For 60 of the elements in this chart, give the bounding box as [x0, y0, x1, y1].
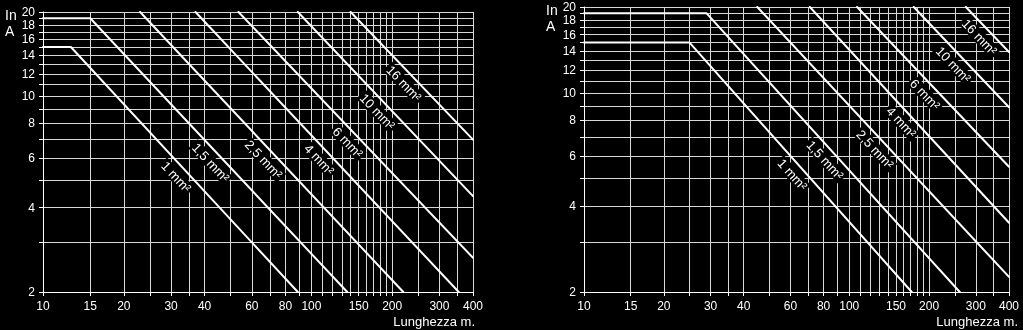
text: 1,5 mm² [188, 140, 233, 186]
y-axis-title: In A [546, 2, 558, 34]
x-tick-label: 80 [816, 299, 831, 313]
y-tick-label: 4 [569, 199, 577, 214]
x-tick-label: 15 [624, 299, 638, 313]
y-tick-label: 14 [21, 48, 36, 63]
x-axis-title: Lunghezza m. [936, 314, 1019, 329]
y-tick-label: 6 [28, 151, 36, 166]
x-tick-label: 40 [737, 299, 751, 313]
x-tick-label: 30 [703, 299, 718, 313]
y-tick-label: 10 [21, 89, 36, 104]
x-tick-label: 300 [965, 299, 987, 313]
text: 2,5 mm² [853, 126, 898, 173]
x-tick-label: 60 [783, 299, 798, 313]
y-tick-label: 14 [562, 44, 577, 59]
x-tick-label: 20 [117, 299, 131, 313]
text: 1,5 mm² [803, 137, 848, 184]
y-tick-label: 16 [21, 32, 36, 47]
x-tick-label: 40 [197, 299, 212, 313]
y-tick-label: 18 [562, 13, 577, 28]
x-tick-label: 400 [998, 299, 1020, 313]
text: 4 mm² [883, 103, 920, 142]
y-axis-title: In A [5, 7, 17, 39]
x-tick-label: 150 [348, 299, 369, 313]
text: 16 mm² [383, 62, 425, 106]
text: 6 mm² [329, 123, 367, 162]
text: 10 mm² [356, 90, 399, 134]
x-tick-label: 100 [301, 299, 322, 313]
y-tick-label: 4 [28, 200, 36, 215]
x-tick-label: 100 [839, 299, 860, 313]
text: 16 mm² [958, 16, 1001, 59]
text: 1 mm² [158, 158, 195, 197]
text: 1 mm² [774, 155, 811, 194]
y-tick-label: 2 [28, 285, 36, 299]
y-tick-label: 12 [562, 63, 577, 78]
y-tick-label: 6 [569, 149, 577, 164]
text: 4 mm² [301, 140, 338, 179]
y-tick-label: 8 [569, 113, 577, 128]
y-tick-label: 2 [569, 285, 577, 299]
y-tick-label: 16 [562, 27, 577, 42]
y-tick-label: 10 [562, 85, 577, 100]
y-tick-label: 12 [21, 67, 36, 82]
x-tick-label: 300 [429, 299, 450, 313]
y-tick-label: 20 [21, 5, 36, 19]
x-tick-label: 200 [919, 299, 940, 313]
text: 2,5 mm² [241, 137, 286, 183]
x-tick-label: 150 [885, 299, 907, 313]
x-tick-label: 15 [83, 299, 98, 313]
y-tick-label: 8 [28, 116, 36, 131]
y-tick-label: 18 [21, 17, 36, 32]
y-tick-label: 20 [562, 0, 577, 14]
x-tick-label: 20 [657, 299, 671, 313]
x-axis-title: Lunghezza m. [393, 314, 476, 329]
x-tick-label: 60 [245, 299, 259, 313]
x-tick-label: 80 [278, 299, 293, 313]
text: 6 mm² [906, 75, 944, 114]
text: 10 mm² [932, 43, 975, 87]
x-tick-label: 400 [462, 299, 484, 313]
x-tick-label: 30 [164, 299, 179, 313]
x-tick-label: 200 [382, 299, 403, 313]
